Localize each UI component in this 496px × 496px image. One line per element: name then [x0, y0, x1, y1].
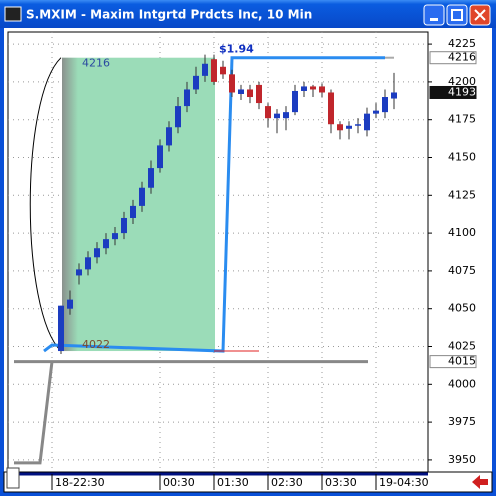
range-bracket — [29, 57, 62, 352]
candle-body — [67, 299, 73, 309]
y-tick-label: 4100 — [448, 226, 476, 239]
candle-body — [292, 90, 298, 113]
x-tick-label: 19-04:30 — [379, 476, 429, 489]
candle-body — [247, 89, 253, 98]
candle-body — [121, 217, 127, 234]
candle-body — [328, 92, 334, 125]
x-tick-label: 18-22:30 — [55, 476, 105, 489]
candle-body — [238, 89, 244, 94]
candle-body — [274, 113, 280, 119]
window-title: S.MXIM - Maxim Intgrtd Prdcts Inc, 10 Mi… — [26, 8, 312, 22]
range-high-label: 4216 — [82, 57, 110, 70]
y-tick-label: 4050 — [448, 302, 476, 315]
scroll-arrow[interactable] — [472, 475, 488, 489]
candle-body — [256, 84, 262, 104]
candle-body — [373, 110, 379, 114]
candle-body — [112, 233, 118, 240]
price-marker-label: 4015 — [448, 355, 476, 368]
scroll-thumb[interactable] — [6, 467, 20, 489]
candle-body — [220, 66, 226, 75]
candle-body — [382, 97, 388, 113]
candle-body — [76, 269, 82, 276]
y-tick-label: 3975 — [448, 415, 476, 428]
app-icon — [4, 6, 22, 22]
range-low-label: 4022 — [82, 338, 110, 351]
price-marker-box — [429, 85, 477, 99]
candle-body — [229, 74, 235, 93]
y-tick-label: 4075 — [448, 264, 476, 277]
minimize-button[interactable] — [423, 4, 445, 26]
x-tick-label: 01:30 — [217, 476, 249, 489]
y-tick-label: 4200 — [448, 75, 476, 88]
candle-body — [319, 86, 325, 93]
drawing-tools — [14, 56, 394, 465]
candle-body — [301, 86, 307, 91]
price-marker-box — [429, 51, 477, 65]
candle-body — [184, 89, 190, 107]
close-icon — [474, 9, 486, 21]
x-axis-strip — [3, 471, 493, 493]
y-tick-label: 4150 — [448, 150, 476, 163]
window-buttons[interactable] — [423, 4, 491, 26]
candle-body — [58, 305, 64, 352]
candle-body — [391, 92, 397, 99]
minimize-icon — [430, 18, 438, 21]
y-tick-label: 4025 — [448, 340, 476, 353]
candle-body — [346, 125, 352, 129]
candle-body — [85, 257, 91, 270]
range-shade — [62, 57, 78, 352]
labels: 3950 3975 4000 4025 4050 4075 4100 4125 4150 4175… — [55, 37, 477, 489]
y-tick-label: 4125 — [448, 188, 476, 201]
x-tick-label: 03:30 — [325, 476, 357, 489]
x-tick-label: 02:30 — [271, 476, 303, 489]
maximize-button[interactable] — [446, 4, 468, 26]
candle-body — [337, 124, 343, 131]
price-marker-box — [429, 355, 477, 369]
y-tick-label: 4225 — [448, 37, 476, 50]
step-line — [14, 361, 54, 465]
candle-body — [310, 86, 316, 90]
candle-body — [166, 127, 172, 146]
candle-body — [139, 187, 145, 206]
y-tick-label: 4175 — [448, 113, 476, 126]
y-tick-label: 4000 — [448, 377, 476, 390]
candle-body — [193, 75, 199, 90]
price-marker-label: 4193 — [448, 85, 476, 98]
candle-body — [355, 124, 361, 126]
candles — [58, 54, 397, 355]
y-tick-label: 3950 — [448, 453, 476, 466]
candle-body — [202, 63, 208, 76]
candle-body — [175, 106, 181, 128]
candle-body — [364, 113, 370, 131]
candle-body — [148, 168, 154, 188]
candle-body — [130, 205, 136, 218]
title-bar — [0, 0, 496, 28]
range-box — [62, 57, 215, 352]
candle-body — [103, 239, 109, 249]
measure-label: $1.94 — [219, 43, 254, 56]
candle-body — [94, 248, 100, 258]
candle-body — [283, 112, 289, 119]
price-marker-label: 4216 — [448, 51, 476, 64]
candle-body — [211, 59, 217, 82]
x-tick-label: 00:30 — [163, 476, 195, 489]
maximize-icon — [451, 9, 463, 21]
candle-body — [265, 106, 271, 119]
candle-body — [157, 145, 163, 169]
